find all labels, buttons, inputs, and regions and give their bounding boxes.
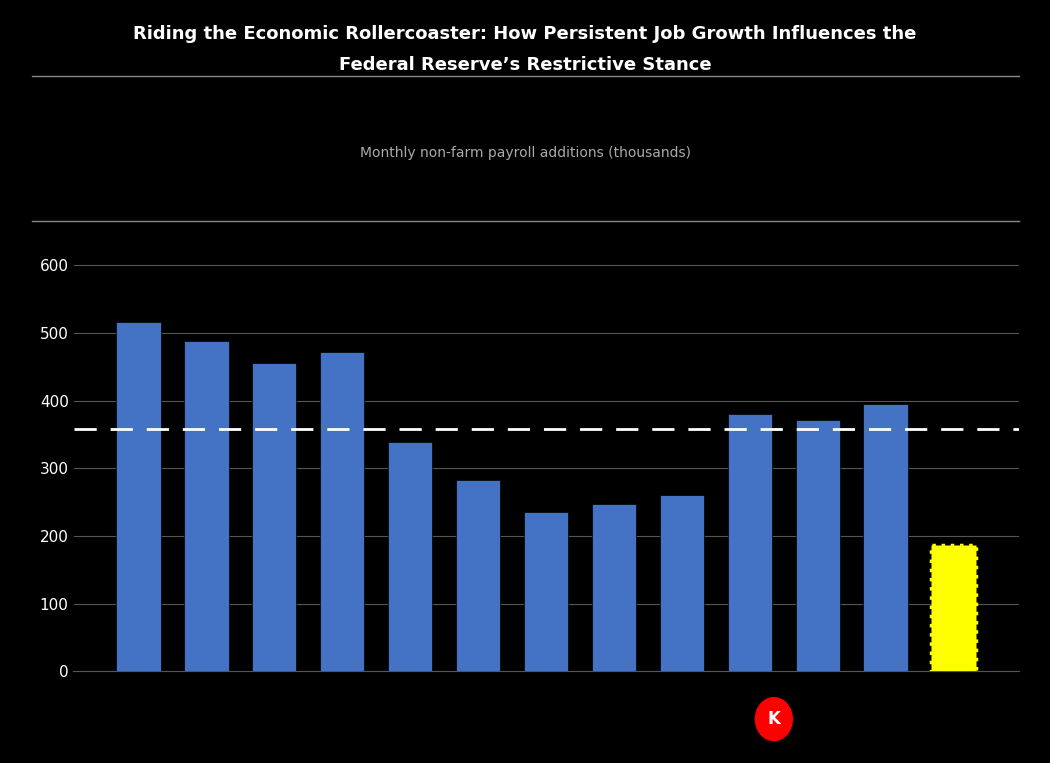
Bar (320, 352, 364, 671)
Text: Federal Reserve’s Restrictive Stance: Federal Reserve’s Restrictive Stance (339, 56, 711, 74)
Bar (796, 420, 840, 671)
Text: Interactive: Interactive (807, 712, 883, 726)
Bar (863, 404, 907, 671)
Bar (185, 341, 229, 671)
Text: K: K (768, 710, 780, 728)
Bar (659, 494, 704, 671)
Bar (592, 504, 636, 671)
Bar (931, 545, 975, 671)
Text: Riding the Economic Rollercoaster: How Persistent Job Growth Influences the: Riding the Economic Rollercoaster: How P… (133, 25, 917, 43)
Text: Monthly non-farm payroll additions (thousands): Monthly non-farm payroll additions (thou… (359, 146, 691, 159)
Bar (388, 442, 433, 671)
Ellipse shape (755, 697, 793, 741)
Bar (728, 414, 772, 671)
Bar (252, 363, 296, 671)
Bar (117, 321, 161, 671)
Text: Brokers: Brokers (921, 712, 982, 726)
Bar (456, 480, 500, 671)
Bar (524, 512, 568, 671)
